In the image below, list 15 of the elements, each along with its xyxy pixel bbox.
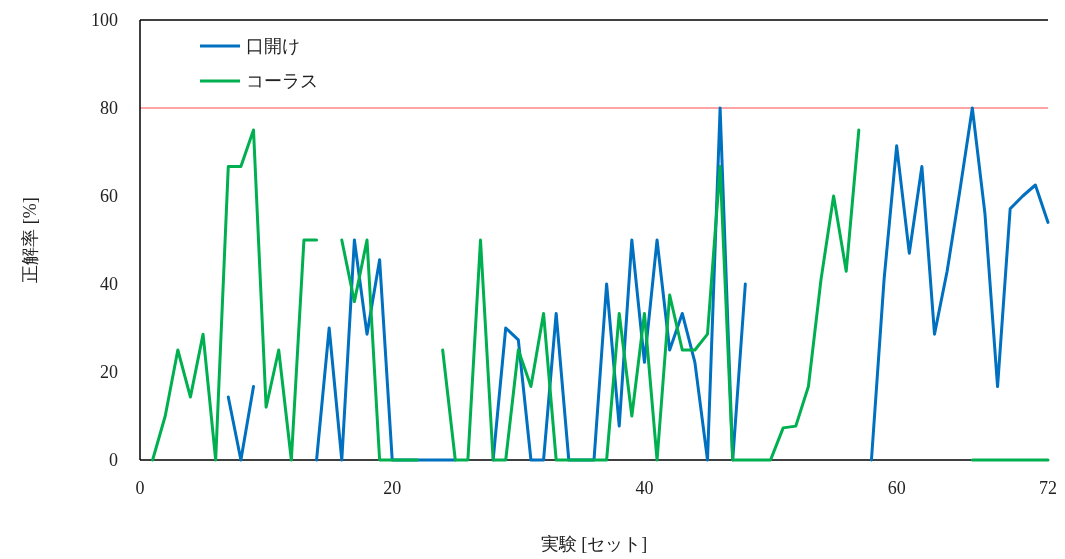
x-tick-label: 60	[887, 478, 906, 498]
y-tick-label: 80	[100, 98, 118, 118]
y-tick-label: 20	[100, 362, 118, 382]
x-tick-label: 40	[635, 478, 654, 498]
y-axis-title: 正解率 [%]	[20, 197, 40, 283]
y-tick-label: 40	[100, 274, 118, 294]
x-axis-title: 実験 [セット]	[540, 534, 648, 554]
x-tick-label: 72	[1039, 478, 1057, 498]
x-tick-label: 20	[383, 478, 402, 498]
y-tick-label: 0	[109, 450, 118, 470]
legend-label: 口開け	[246, 36, 300, 56]
x-tick-label: 0	[135, 478, 145, 498]
y-tick-label: 100	[91, 10, 118, 30]
legend-label: コーラス	[246, 71, 318, 91]
y-tick-label: 60	[100, 186, 118, 206]
